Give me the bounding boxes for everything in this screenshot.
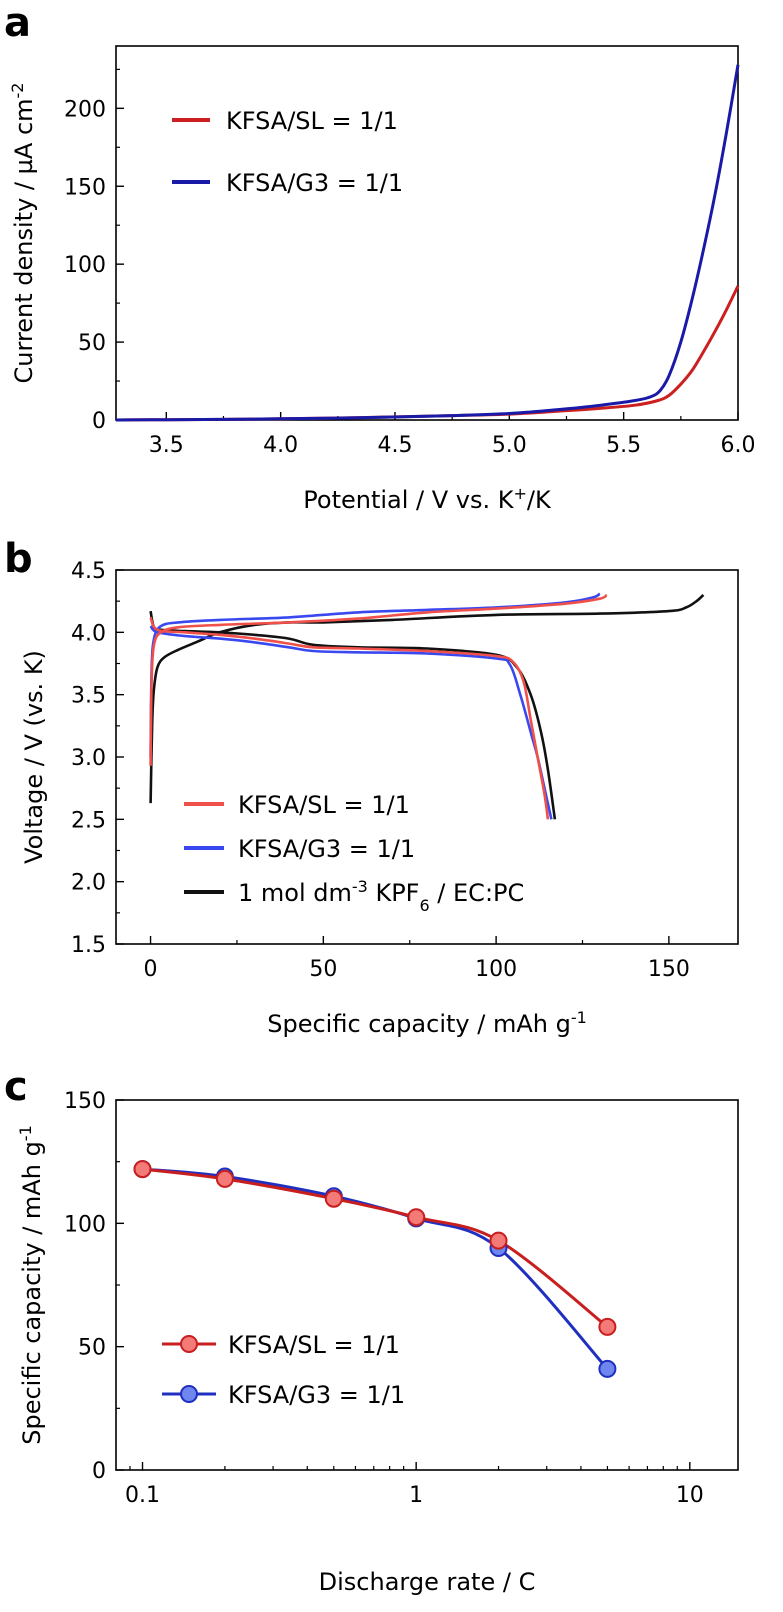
panel-label-a: a bbox=[4, 0, 31, 46]
series-discharge-curve-1 bbox=[149, 616, 550, 820]
legend-label-3: 1 mol dm-3 KPF6 / EC:PC bbox=[238, 877, 524, 915]
data-point-1-1 bbox=[133, 1160, 152, 1179]
x-tick-label: 100 bbox=[475, 957, 517, 982]
x-tick-label: 1 bbox=[409, 1483, 423, 1508]
y-tick-label: 50 bbox=[78, 331, 106, 356]
x-tick-label: 50 bbox=[309, 957, 337, 982]
chart-panel-a: 3.5 4.0 4.5 5.0 5.5 6.0 0 50 100 150 200 Potential … bbox=[8, 45, 756, 515]
y-tick-label: 3.0 bbox=[71, 746, 106, 771]
x-tick-label: 10 bbox=[676, 1483, 704, 1508]
plot-frame bbox=[115, 1099, 739, 1471]
panel-label-c: c bbox=[4, 1064, 28, 1110]
series-charge-curve-1 bbox=[149, 593, 608, 766]
x-tick-label: 0 bbox=[144, 957, 158, 982]
x-tick-label: 6.0 bbox=[721, 433, 756, 458]
x-tick-label: 4.0 bbox=[263, 433, 298, 458]
panel-label-b: b bbox=[4, 536, 33, 582]
data-point-1-4 bbox=[407, 1208, 426, 1227]
legend-label-1: KFSA/SL = 1/1 bbox=[238, 791, 410, 819]
legend-label-1: KFSA/SL = 1/1 bbox=[228, 1331, 400, 1359]
data-point-1-2 bbox=[215, 1169, 234, 1188]
x-tick-label: 5.5 bbox=[606, 433, 641, 458]
y-tick-label: 150 bbox=[64, 1089, 106, 1114]
legend-label-1: KFSA/SL = 1/1 bbox=[226, 107, 398, 135]
data-point-1-6 bbox=[598, 1317, 617, 1336]
y-axis-title: Specific capacity / mAh g-1 bbox=[16, 1125, 47, 1445]
plot-frame bbox=[115, 45, 739, 421]
y-tick-label: 0 bbox=[92, 409, 106, 434]
y-tick-label: 1.5 bbox=[71, 933, 106, 958]
y-tick-label: 4.0 bbox=[71, 621, 106, 646]
data-point-2-6 bbox=[598, 1359, 617, 1378]
y-tick-label: 2.0 bbox=[71, 871, 106, 896]
x-tick-label: 5.0 bbox=[492, 433, 527, 458]
y-tick-label: 100 bbox=[64, 1212, 106, 1237]
series-charge-curve-3 bbox=[149, 593, 705, 804]
legend-marker-2 bbox=[180, 1385, 198, 1403]
data-point-1-3 bbox=[324, 1189, 343, 1208]
x-tick-label: 3.5 bbox=[149, 433, 184, 458]
y-tick-label: 200 bbox=[64, 97, 106, 122]
y-axis-title: Current density / µA cm-2 bbox=[8, 83, 39, 384]
legend-label-2: KFSA/G3 = 1/1 bbox=[238, 835, 415, 863]
series-line-2 bbox=[115, 64, 740, 422]
x-tick-label: 4.5 bbox=[377, 433, 412, 458]
y-tick-label: 4.5 bbox=[71, 559, 106, 584]
series-line-1 bbox=[142, 1167, 609, 1329]
y-tick-label: 2.5 bbox=[71, 808, 106, 833]
y-tick-label: 3.5 bbox=[71, 684, 106, 709]
x-axis-title: Discharge rate / C bbox=[319, 1568, 536, 1596]
y-axis-title: Voltage / V (vs. K) bbox=[20, 650, 48, 864]
y-tick-label: 100 bbox=[64, 253, 106, 278]
data-point-1-5 bbox=[489, 1231, 508, 1250]
x-tick-label: 150 bbox=[648, 957, 690, 982]
legend-marker-1 bbox=[180, 1335, 198, 1353]
x-axis-title: Potential / V vs. K+/K bbox=[303, 484, 552, 515]
chart-panel-b: 0 50 100 150 1.5 2.0 2.5 3.0 3.5 4.0 4.5 Specific c… bbox=[20, 559, 739, 1039]
y-tick-label: 150 bbox=[64, 175, 106, 200]
legend-label-2: KFSA/G3 = 1/1 bbox=[228, 1381, 405, 1409]
series-discharge-curve-3 bbox=[149, 610, 557, 820]
y-tick-label: 0 bbox=[92, 1459, 106, 1484]
x-axis-title: Specific capacity / mAh g-1 bbox=[267, 1008, 587, 1039]
y-tick-label: 50 bbox=[78, 1336, 106, 1361]
x-tick-label: 0.1 bbox=[125, 1483, 160, 1508]
legend-label-2: KFSA/G3 = 1/1 bbox=[226, 169, 403, 197]
